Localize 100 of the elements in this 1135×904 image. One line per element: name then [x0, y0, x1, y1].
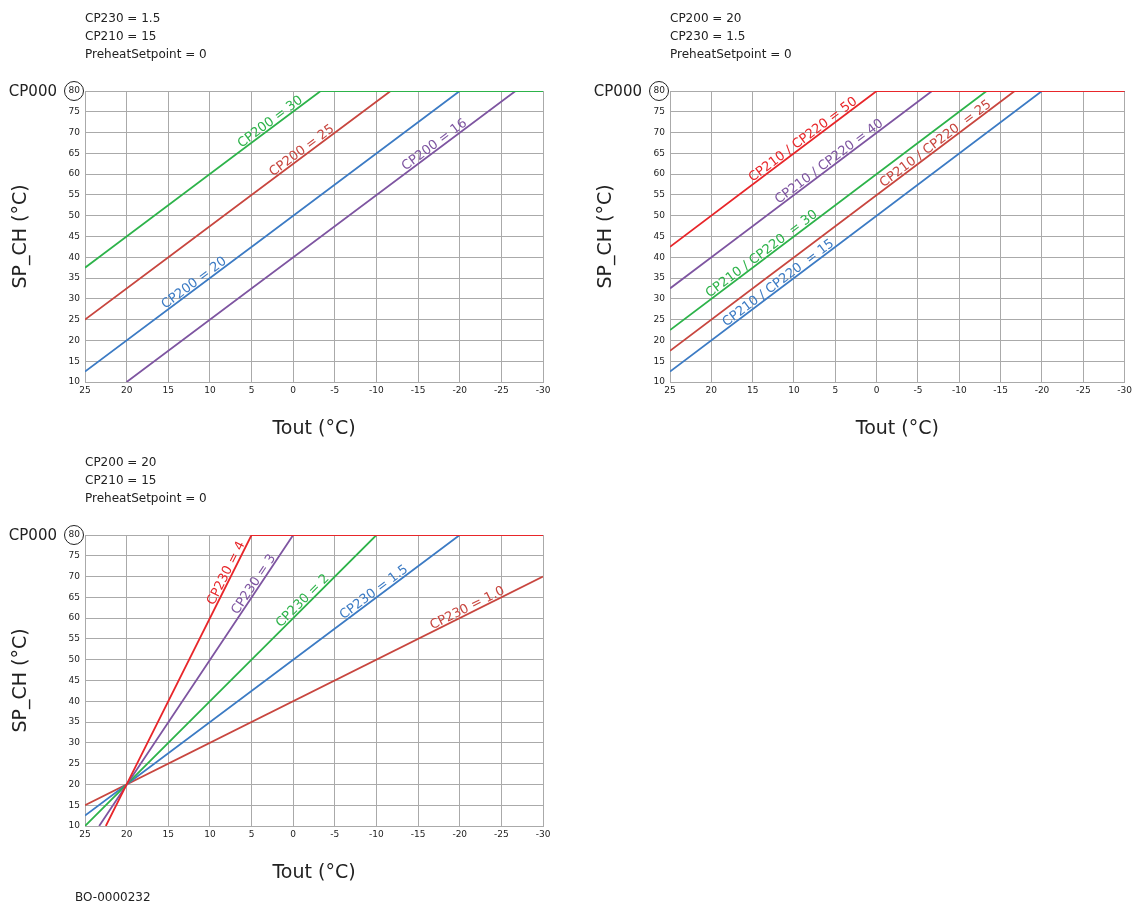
- x-tick-label: -30: [535, 828, 551, 839]
- x-tick-label: 25: [79, 384, 91, 395]
- y-tick-label: 20: [68, 778, 81, 789]
- y-axis-title: SP_CH (°C): [8, 184, 32, 289]
- x-tick-label: -20: [452, 384, 468, 395]
- x-tick-label: -10: [369, 828, 385, 839]
- y-tick-label: 50: [68, 210, 81, 221]
- x-tick-label: -15: [410, 384, 426, 395]
- x-axis-title: Tout (°C): [271, 415, 356, 438]
- text: CP210 = 15: [85, 472, 158, 489]
- x-tick-label: -5: [330, 828, 340, 839]
- y-tick-label: 75: [68, 550, 80, 561]
- x-tick-label: -25: [494, 384, 509, 395]
- x-tick-label: -25: [1075, 384, 1091, 395]
- x-tick-label: 10: [204, 384, 216, 395]
- text: PreheatSetpoint = 0: [85, 490, 207, 507]
- x-tick-label: -15: [993, 384, 1009, 395]
- y-tick-label: 55: [68, 633, 80, 644]
- text: CP230 = 1.5: [670, 28, 747, 45]
- x-tick-label: -30: [535, 384, 551, 395]
- y-tick-label: 45: [68, 230, 80, 241]
- y-tick-label: 65: [68, 147, 80, 158]
- y-tick-label: 70: [68, 126, 81, 137]
- x-tick-label: 15: [162, 828, 174, 839]
- y-tick-label: 45: [653, 230, 665, 241]
- text: PreheatSetpoint = 0: [85, 46, 207, 63]
- y-tick-label: 20: [653, 334, 666, 345]
- x-tick-label: -20: [1034, 384, 1050, 395]
- y-tick-label: 30: [68, 293, 81, 304]
- y-tick-label: 40: [68, 695, 81, 706]
- y-tick-label: 15: [653, 355, 665, 366]
- x-tick-label: -25: [494, 828, 509, 839]
- text: CP200 = 20: [85, 454, 158, 471]
- x-tick-label: 0: [290, 828, 297, 839]
- x-tick-label: 10: [788, 384, 800, 395]
- y-tick-label: 10: [653, 376, 666, 387]
- x-tick-label: 25: [79, 828, 91, 839]
- y-tick-label: 45: [68, 674, 80, 685]
- y-tick-label: 25: [653, 313, 665, 324]
- y-axis-title: SP_CH (°C): [8, 628, 32, 733]
- text: CP200 = 20: [670, 10, 743, 27]
- y-tick-label: 65: [68, 591, 80, 602]
- text: CP000: [7, 81, 57, 101]
- x-tick-label: 0: [290, 384, 297, 395]
- y-tick-label: 55: [653, 189, 665, 200]
- y-tick-label: 35: [68, 716, 80, 727]
- x-tick-label: -10: [369, 384, 385, 395]
- y-tick-label: 40: [68, 251, 81, 262]
- x-tick-label: 20: [705, 384, 718, 395]
- y-tick-label: 80: [68, 85, 81, 96]
- y-tick-label: 35: [68, 272, 80, 283]
- y-tick-label: 70: [653, 126, 666, 137]
- x-tick-label: 10: [204, 828, 216, 839]
- x-tick-label: 5: [248, 384, 255, 395]
- y-tick-label: 75: [68, 106, 80, 117]
- y-tick-label: 25: [68, 313, 80, 324]
- x-tick-label: 5: [832, 384, 839, 395]
- y-tick-label: 80: [653, 85, 666, 96]
- x-tick-label: -5: [913, 384, 923, 395]
- y-tick-label: 40: [653, 251, 666, 262]
- y-tick-label: 55: [68, 189, 80, 200]
- y-tick-label: 15: [68, 355, 80, 366]
- y-tick-label: 65: [653, 147, 665, 158]
- y-tick-label: 15: [68, 799, 80, 810]
- y-tick-label: 10: [68, 820, 81, 831]
- y-tick-label: 10: [68, 376, 81, 387]
- x-tick-label: -15: [410, 828, 426, 839]
- x-tick-label: 20: [120, 828, 133, 839]
- y-tick-label: 30: [653, 293, 666, 304]
- y-tick-label: 25: [68, 757, 80, 768]
- y-tick-label: 60: [68, 612, 81, 623]
- x-tick-label: -20: [452, 828, 468, 839]
- x-tick-label: 15: [746, 384, 759, 395]
- y-axis-title: SP_CH (°C): [593, 184, 617, 289]
- x-axis-title: Tout (°C): [854, 415, 939, 438]
- x-tick-label: -10: [951, 384, 967, 395]
- y-tick-label: 35: [653, 272, 665, 283]
- y-tick-label: 60: [68, 168, 81, 179]
- x-tick-label: 20: [120, 384, 133, 395]
- y-tick-label: 50: [653, 210, 666, 221]
- text: CP230 = 1.5: [85, 10, 162, 27]
- y-tick-label: 30: [68, 737, 81, 748]
- y-tick-label: 60: [653, 168, 666, 179]
- text: CP210 = 15: [85, 28, 158, 45]
- x-tick-label: -5: [330, 384, 340, 395]
- text: CP000: [592, 81, 642, 101]
- y-tick-label: 70: [68, 570, 81, 581]
- x-tick-label: -30: [1117, 384, 1133, 395]
- y-tick-label: 50: [68, 654, 81, 665]
- x-tick-label: 15: [162, 384, 174, 395]
- text: PreheatSetpoint = 0: [670, 46, 792, 63]
- text: CP000: [7, 525, 57, 545]
- text: BO-0000232: [75, 890, 151, 904]
- y-tick-label: 80: [68, 529, 81, 540]
- x-tick-label: 5: [248, 828, 255, 839]
- y-tick-label: 20: [68, 334, 81, 345]
- x-tick-label: 0: [873, 384, 880, 395]
- x-axis-title: Tout (°C): [271, 859, 356, 882]
- y-tick-label: 75: [653, 106, 665, 117]
- x-tick-label: 25: [664, 384, 676, 395]
